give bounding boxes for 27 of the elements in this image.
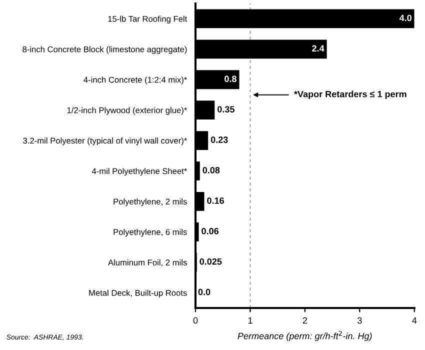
data-label: 0.06 [202, 228, 219, 234]
y-tick-label: 1/2-inch Plywood (exterior glue)* [67, 107, 188, 115]
y-tick-label: Aluminum Foil, 2 mils [108, 259, 187, 266]
data-label: 0.8 [224, 76, 236, 82]
y-tick-label: Metal Deck, Built-up Roots [89, 290, 187, 298]
y-tick-label: Polyethylene, 6 mils [114, 228, 187, 237]
y-tick-label: 8-inch Concrete Block (limestone aggregate) [22, 46, 187, 54]
data-label: 0.23 [210, 136, 228, 143]
data-label: 0.35 [218, 106, 234, 113]
data-label: 0.16 [207, 197, 224, 204]
x-tick-label: 1 [248, 317, 252, 324]
data-label: 0.08 [202, 167, 220, 174]
ref-line-label: *Vapor Retarders ≤ 1 perm [294, 90, 406, 100]
y-tick-label: Polyethylene, 2 mils [114, 198, 187, 206]
y-tick-label: 15-lb Tar Roofing Felt [108, 16, 188, 24]
x-tick-label: 4 [412, 317, 417, 324]
x-axis-title: Permeance (perm: gr/h-ft$^{2}$-in. Hg) [238, 331, 372, 342]
x-tick-label: 3 [357, 317, 362, 324]
data-label: 0.0 [198, 288, 210, 296]
data-label: 2.4 [312, 45, 324, 52]
x-tick-label: 0 [193, 317, 198, 324]
y-tick-label: 4-mil Polyethylene Sheet* [92, 168, 188, 176]
data-label: 4.0 [399, 14, 412, 22]
x-tick-label: 2 [302, 317, 307, 324]
y-tick-label: 4-inch Concrete (1:2:4 mix)* [84, 76, 188, 84]
data-label: 0.025 [200, 258, 222, 265]
y-tick-label: 3.2-mil Polyester (typical of vinyl wall cover)* [23, 138, 188, 146]
